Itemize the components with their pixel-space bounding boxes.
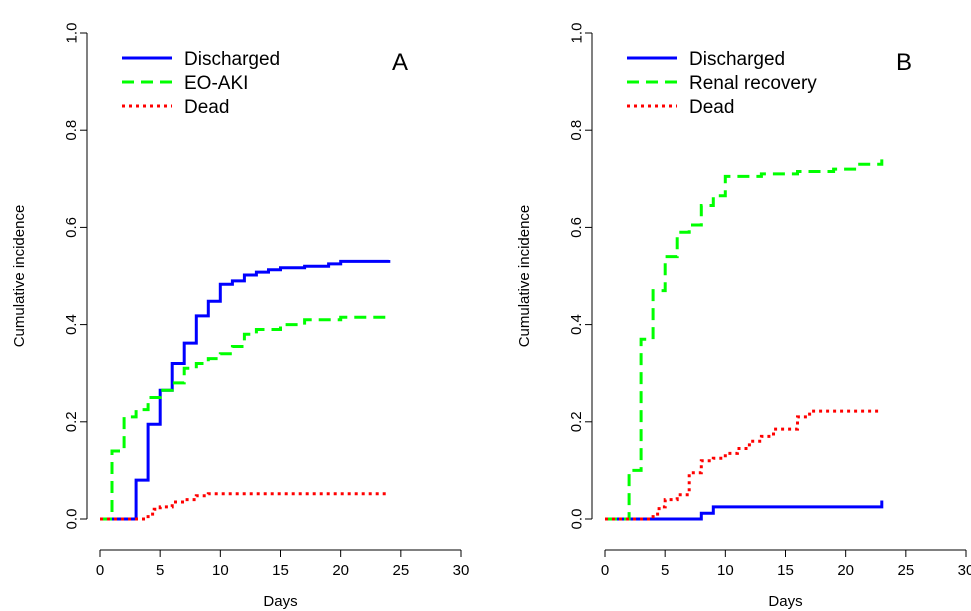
panel-a: 0.0 0.2 0.4 0.6 0.8 1.0 0 5 10 15 20 25 30 Days Cumula… — [11, 23, 469, 610]
legend-label: Discharged — [184, 49, 280, 70]
series-line-eo-aki — [100, 315, 389, 521]
legend-label: EO-AKI — [184, 73, 248, 94]
x-tick-label: 0 — [601, 562, 609, 579]
x-axis-title: Days — [768, 593, 802, 610]
x-tick-label: 15 — [777, 562, 794, 579]
y-tick-label: 0.0 — [63, 509, 80, 530]
y-tick-label: 1.0 — [63, 23, 80, 44]
y-tick-label: 0.4 — [63, 314, 80, 335]
x-tick-label: 25 — [392, 562, 409, 579]
x-tick-label: 0 — [96, 562, 104, 579]
y-tick-label: 0.8 — [568, 120, 585, 141]
legend-label: Dead — [184, 97, 229, 118]
series-line-dead — [100, 492, 389, 521]
series-line-renal-recovery — [605, 159, 884, 521]
x-tick-label: 10 — [717, 562, 734, 579]
legend-label: Renal recovery — [689, 73, 817, 94]
legend-label: Discharged — [689, 49, 785, 70]
x-tick-label: 10 — [212, 562, 229, 579]
x-axis-title: Days — [263, 593, 297, 610]
y-tick-label: 1.0 — [568, 23, 585, 44]
legend-label: Dead — [689, 97, 734, 118]
panel-letter: B — [896, 49, 912, 76]
x-tick-label: 15 — [272, 562, 289, 579]
series-line-discharged — [605, 500, 884, 521]
series-line-dead — [605, 409, 882, 521]
y-axis-title: Cumulative incidence — [516, 205, 533, 348]
y-tick-label: 0.2 — [568, 411, 585, 432]
series-line-discharged — [100, 259, 391, 521]
y-tick-label: 0.2 — [63, 411, 80, 432]
y-tick-label: 0.6 — [63, 217, 80, 238]
x-tick-label: 30 — [453, 562, 470, 579]
y-tick-label: 0.4 — [568, 314, 585, 335]
y-axis-title: Cumulative incidence — [11, 205, 28, 348]
panel-letter: A — [392, 49, 408, 76]
y-tick-label: 0.8 — [63, 120, 80, 141]
y-tick-label: 0.6 — [568, 217, 585, 238]
x-tick-label: 30 — [958, 562, 971, 579]
x-tick-label: 25 — [897, 562, 914, 579]
x-tick-label: 20 — [837, 562, 854, 579]
x-tick-label: 5 — [661, 562, 669, 579]
x-tick-label: 20 — [332, 562, 349, 579]
x-tick-label: 5 — [156, 562, 164, 579]
y-tick-label: 0.0 — [568, 509, 585, 530]
panel-b: 0.0 0.2 0.4 0.6 0.8 1.0 0 5 10 15 20 25 30 Days Cumula… — [516, 23, 971, 610]
